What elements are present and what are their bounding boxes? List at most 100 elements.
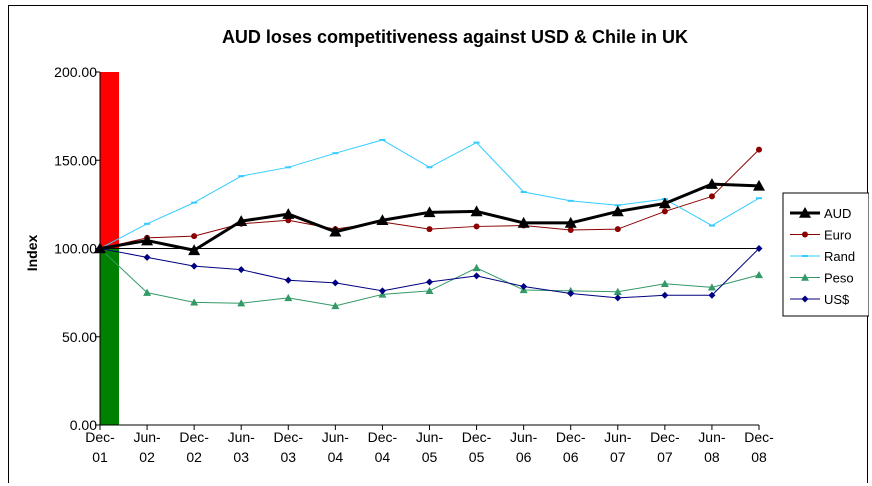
data-point	[753, 179, 765, 191]
data-point	[614, 294, 622, 302]
data-point	[237, 266, 245, 274]
data-point	[94, 242, 106, 254]
data-point	[613, 287, 622, 295]
axes: 0.00 50.00 100.00 150.00 200.00 Dec- 01 Jun- 02 D…	[54, 64, 774, 465]
data-point	[611, 205, 624, 217]
data-point	[376, 214, 389, 226]
x-tick-label-line2: 04	[375, 449, 391, 465]
data-point	[331, 301, 340, 310]
data-point	[188, 244, 201, 256]
data-point	[567, 290, 575, 298]
data-point	[473, 272, 481, 280]
x-tick-label-line2: 08	[704, 449, 720, 465]
data-point	[425, 286, 434, 295]
x-tick-label-line1: Jun-	[322, 429, 350, 445]
data-point	[661, 208, 668, 215]
data-point	[190, 298, 199, 306]
x-tick-label-line1: Dec-	[368, 429, 398, 445]
data-point	[708, 291, 716, 299]
data-point	[282, 208, 295, 219]
legend-item: Rand	[790, 249, 855, 264]
data-point	[707, 283, 716, 291]
x-tick-label-line1: Jun-	[133, 429, 161, 445]
series-rand	[97, 138, 762, 250]
data-point	[237, 299, 246, 307]
y-tick-label: 150.00	[54, 152, 97, 168]
legend-item: AUD	[790, 206, 851, 221]
y-tick-label: 0.00	[70, 417, 97, 433]
x-tick-label-line2: 02	[186, 449, 202, 465]
band-1	[100, 248, 119, 425]
data-point	[755, 245, 763, 252]
data-point	[423, 206, 436, 218]
data-point	[143, 288, 152, 296]
x-tick-label-line1: Dec-	[85, 429, 115, 445]
data-point	[705, 178, 718, 189]
x-tick-label-line1: Jun-	[604, 429, 632, 445]
x-tick-label-line2: 05	[422, 449, 438, 465]
data-point	[141, 234, 154, 246]
data-point	[660, 279, 669, 287]
x-tick-label-line2: 04	[328, 449, 344, 465]
data-point	[473, 223, 480, 230]
x-tick-label-line1: Dec-	[744, 429, 774, 445]
data-point	[658, 197, 671, 209]
data-point	[190, 262, 198, 270]
chart-svg: AUD loses competitiveness against USD & …	[24, 27, 869, 465]
legend-swatch-marker	[801, 273, 809, 281]
series-line	[99, 139, 760, 249]
data-point	[143, 253, 151, 261]
x-tick-label-line2: 07	[657, 449, 673, 465]
x-tick-label-line1: Dec-	[462, 429, 492, 445]
data-point	[567, 226, 574, 233]
data-point	[756, 146, 762, 153]
legend-item: US$	[790, 292, 850, 307]
legend: AUD Euro Rand Peso US$	[782, 192, 869, 317]
data-point	[284, 293, 293, 302]
legend-label: Euro	[824, 228, 851, 243]
data-point	[426, 226, 433, 233]
data-point	[284, 276, 292, 284]
y-tick-label: 100.00	[54, 241, 97, 257]
x-tick-label-line2: 06	[563, 449, 579, 465]
chart-title: AUD loses competitiveness against USD & …	[222, 27, 688, 47]
x-tick-label-line1: Jun-	[416, 429, 444, 445]
legend-swatch-marker	[801, 295, 809, 303]
legend-label: AUD	[824, 206, 851, 221]
data-point	[235, 215, 248, 226]
data-point	[472, 263, 481, 272]
data-point	[191, 233, 198, 240]
x-tick-label-line2: 01	[92, 449, 108, 465]
legend-item: Peso	[790, 271, 854, 286]
y-tick-label: 200.00	[54, 64, 97, 80]
x-tick-label-line2: 03	[280, 449, 296, 465]
x-tick-label-line1: Dec-	[179, 429, 209, 445]
legend-label: Rand	[824, 249, 855, 264]
series-line	[99, 248, 760, 307]
data-point	[520, 282, 528, 290]
x-tick-label-line2: 02	[139, 449, 155, 465]
data-point	[426, 278, 433, 286]
x-tick-label-line1: Jun-	[510, 429, 538, 445]
data-point	[661, 291, 669, 299]
y-tick-label: 50.00	[62, 329, 97, 345]
legend-swatch-marker	[799, 207, 811, 218]
x-tick-label-line2: 06	[516, 449, 532, 465]
x-tick-label-line2: 08	[751, 449, 767, 465]
x-tick-label-line1: Dec-	[274, 429, 304, 445]
x-tick-label-line1: Jun-	[698, 429, 726, 445]
data-point	[470, 205, 483, 217]
data-point	[708, 193, 715, 200]
chart-area: AUD loses competitiveness against USD & …	[8, 5, 869, 483]
background-bands	[100, 72, 119, 425]
data-point	[564, 216, 577, 228]
legend-swatch-marker	[802, 231, 808, 238]
x-tick-label-line1: Jun-	[228, 429, 256, 445]
data-point	[614, 226, 621, 233]
x-tick-label-line2: 07	[610, 449, 626, 465]
data-point	[329, 225, 342, 237]
legend-label: Peso	[824, 271, 854, 286]
legend-label: US$	[824, 292, 850, 307]
x-tick-label-line1: Dec-	[556, 429, 586, 445]
series-line	[99, 149, 760, 249]
